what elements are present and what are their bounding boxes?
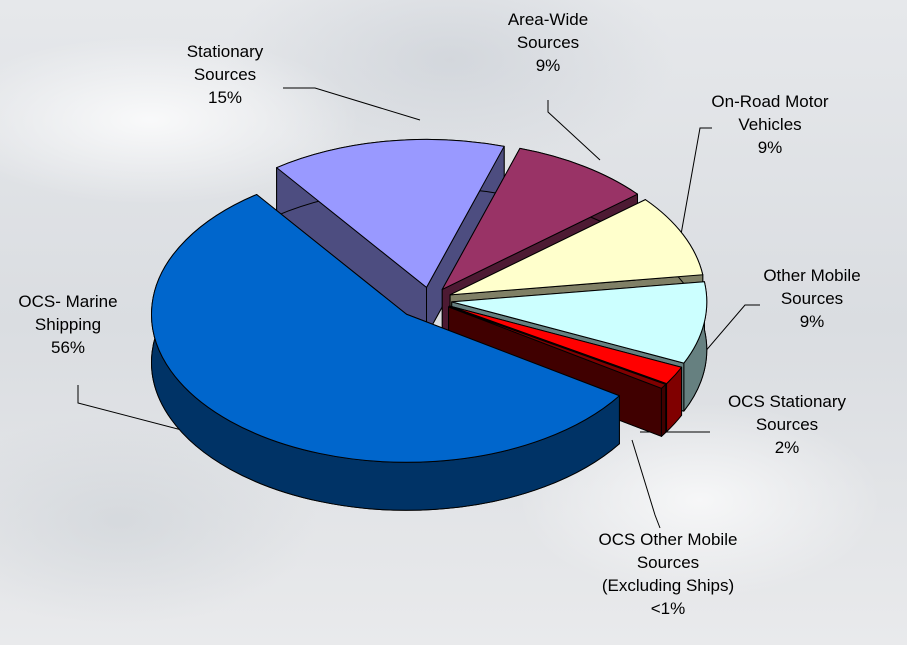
slice-label: OCS- Marine Shipping 56% (3, 290, 133, 359)
leader-line (77, 385, 221, 441)
slice-top (448, 306, 667, 389)
slice-top (276, 138, 505, 288)
leader-line (679, 127, 712, 241)
leader-line (283, 87, 421, 121)
pie-slice (151, 194, 620, 511)
value-label: 9% (799, 312, 825, 331)
value-label: 9% (535, 56, 561, 75)
value-label: 9% (757, 138, 783, 157)
category-label: Area-Wide Sources (507, 10, 589, 52)
slice-label: OCS Other Mobile Sources (Excluding Ship… (578, 528, 758, 620)
slice-label: Other Mobile Sources 9% (737, 264, 887, 333)
slice-top (451, 281, 708, 364)
slice-top (441, 147, 639, 290)
leader-line (547, 100, 601, 161)
slice-edge (660, 383, 667, 437)
slice-top (151, 194, 620, 463)
slice-label: Area-Wide Sources 9% (488, 8, 608, 77)
category-label: OCS Other Mobile Sources (Excluding Ship… (598, 530, 738, 595)
category-label: OCS- Marine Shipping (18, 292, 118, 334)
category-label: Stationary Sources (186, 42, 264, 84)
value-label: <1% (650, 599, 686, 618)
value-label: 15% (207, 88, 243, 107)
category-label: On-Road Motor Vehicles (711, 92, 829, 134)
category-label: Other Mobile Sources (763, 266, 861, 308)
value-label: 56% (50, 338, 86, 357)
slice-top (448, 305, 683, 385)
category-label: OCS Stationary Sources (727, 392, 847, 434)
slice-label: OCS Stationary Sources 2% (702, 390, 872, 459)
slice-label: On-Road Motor Vehicles 9% (695, 90, 845, 159)
slice-label: Stationary Sources 15% (165, 40, 285, 109)
slice-top (449, 199, 704, 296)
leader-line (631, 439, 661, 529)
leader-lines (77, 87, 760, 529)
value-label: 2% (774, 438, 800, 457)
